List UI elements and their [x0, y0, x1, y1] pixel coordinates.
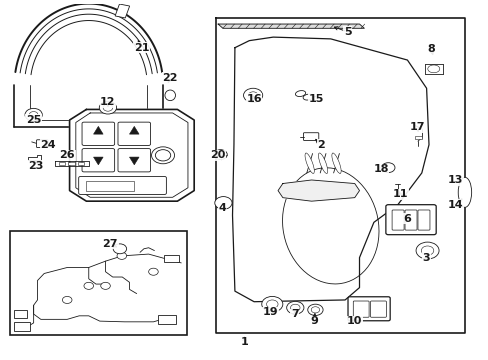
FancyBboxPatch shape — [347, 297, 389, 321]
Text: 11: 11 — [392, 189, 407, 199]
FancyBboxPatch shape — [352, 301, 368, 317]
FancyBboxPatch shape — [404, 210, 416, 230]
Text: 22: 22 — [162, 73, 178, 83]
Text: 21: 21 — [133, 43, 149, 53]
FancyBboxPatch shape — [118, 122, 150, 145]
FancyBboxPatch shape — [303, 133, 318, 140]
Ellipse shape — [305, 153, 314, 174]
Text: 24: 24 — [40, 140, 56, 150]
Text: 13: 13 — [447, 175, 462, 185]
Bar — [164, 255, 179, 262]
Ellipse shape — [303, 94, 313, 100]
Text: 12: 12 — [100, 98, 116, 107]
FancyBboxPatch shape — [82, 149, 114, 172]
Polygon shape — [93, 157, 103, 165]
Text: 10: 10 — [346, 316, 362, 326]
Circle shape — [62, 296, 72, 303]
Circle shape — [151, 147, 174, 164]
Circle shape — [381, 163, 394, 172]
Circle shape — [155, 150, 170, 161]
Circle shape — [415, 242, 438, 259]
FancyBboxPatch shape — [391, 210, 403, 230]
FancyBboxPatch shape — [118, 149, 150, 172]
Text: 27: 27 — [102, 239, 118, 248]
Circle shape — [261, 296, 282, 312]
Ellipse shape — [457, 177, 471, 207]
Text: 1: 1 — [240, 337, 248, 347]
Polygon shape — [129, 126, 139, 134]
Text: 26: 26 — [59, 150, 75, 160]
Bar — [14, 322, 30, 331]
Text: 9: 9 — [309, 316, 317, 326]
FancyBboxPatch shape — [82, 122, 114, 145]
Bar — [68, 162, 75, 165]
Bar — [86, 181, 134, 190]
Text: 3: 3 — [422, 253, 429, 262]
Polygon shape — [129, 157, 139, 165]
Circle shape — [148, 268, 158, 275]
FancyBboxPatch shape — [417, 210, 429, 230]
Bar — [78, 162, 84, 165]
Bar — [158, 315, 176, 324]
Circle shape — [25, 108, 42, 121]
Circle shape — [213, 150, 227, 159]
Circle shape — [101, 282, 110, 289]
Ellipse shape — [295, 91, 305, 96]
Circle shape — [243, 88, 262, 102]
FancyBboxPatch shape — [385, 205, 435, 235]
Text: 2: 2 — [317, 140, 325, 150]
FancyBboxPatch shape — [37, 140, 48, 148]
FancyBboxPatch shape — [370, 301, 386, 317]
Bar — [115, 4, 129, 18]
FancyBboxPatch shape — [79, 176, 166, 194]
Circle shape — [266, 300, 278, 309]
Text: 14: 14 — [447, 200, 462, 210]
Bar — [14, 310, 27, 318]
Text: 8: 8 — [427, 45, 434, 54]
Text: 23: 23 — [28, 161, 43, 171]
Circle shape — [286, 301, 304, 314]
Text: 16: 16 — [246, 94, 262, 104]
Circle shape — [248, 92, 257, 99]
Bar — [59, 162, 65, 165]
Circle shape — [310, 307, 319, 313]
Polygon shape — [218, 24, 364, 28]
Circle shape — [307, 304, 323, 315]
Text: 7: 7 — [290, 309, 298, 319]
Ellipse shape — [164, 90, 175, 100]
Polygon shape — [232, 37, 428, 302]
Circle shape — [84, 282, 93, 289]
Text: 17: 17 — [408, 122, 424, 132]
Text: 6: 6 — [403, 214, 410, 224]
Text: 19: 19 — [263, 307, 278, 317]
Circle shape — [290, 304, 300, 311]
Text: 15: 15 — [308, 94, 324, 104]
Ellipse shape — [427, 65, 439, 73]
Polygon shape — [69, 109, 194, 201]
Text: 25: 25 — [26, 115, 41, 125]
Ellipse shape — [331, 153, 341, 174]
Circle shape — [99, 101, 116, 114]
Circle shape — [214, 197, 232, 209]
Circle shape — [29, 112, 38, 118]
Circle shape — [113, 244, 126, 254]
Circle shape — [103, 104, 112, 111]
Bar — [10, 231, 186, 335]
Text: 4: 4 — [219, 203, 226, 213]
Text: 18: 18 — [372, 165, 388, 174]
Polygon shape — [278, 180, 359, 201]
Circle shape — [421, 246, 433, 255]
Ellipse shape — [318, 153, 327, 174]
Circle shape — [117, 252, 126, 259]
Bar — [414, 136, 421, 139]
Polygon shape — [93, 126, 103, 134]
Text: 20: 20 — [210, 150, 225, 160]
Text: 5: 5 — [343, 27, 350, 37]
